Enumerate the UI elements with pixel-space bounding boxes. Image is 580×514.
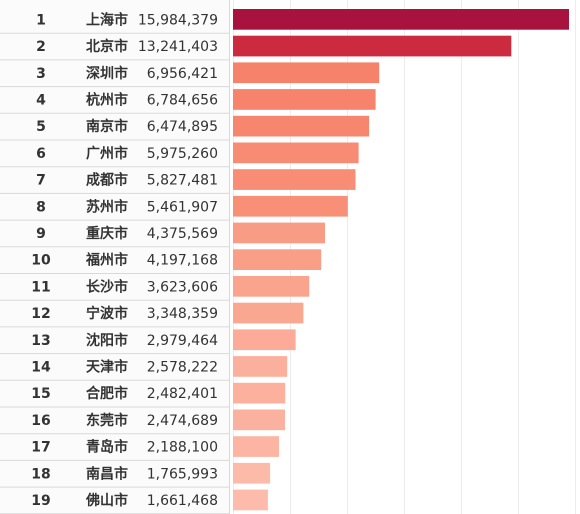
rank-label: 11 [31, 279, 50, 295]
row-labels: 1 上海市 15,984,379 2 北京市 13,241,403 3 深圳市 6,956,42… [31, 11, 218, 509]
bar [233, 195, 348, 217]
bar [233, 436, 279, 457]
city-label: 杭州市 [86, 91, 128, 108]
bar [233, 169, 356, 190]
value-label: 6,956,421 [147, 66, 218, 82]
rank-label: 3 [36, 66, 46, 82]
bar [233, 9, 569, 30]
bar [233, 89, 376, 110]
rank-label: 7 [36, 173, 46, 189]
value-label: 4,197,168 [147, 253, 218, 269]
city-label: 东莞市 [86, 412, 128, 429]
city-label: 青岛市 [86, 439, 128, 456]
city-label: 福州市 [85, 252, 128, 269]
city-label: 天津市 [86, 358, 128, 375]
table-background [0, 0, 229, 514]
bar [233, 489, 268, 511]
value-label: 2,474,689 [147, 413, 218, 429]
rank-label: 16 [31, 413, 50, 429]
rank-label: 6 [36, 146, 46, 162]
rank-label: 12 [31, 306, 50, 322]
city-label: 重庆市 [86, 225, 128, 242]
value-label: 2,578,222 [147, 359, 218, 375]
bar [233, 382, 286, 404]
rank-label: 1 [36, 12, 46, 28]
city-label: 佛山市 [85, 492, 128, 509]
rank-label: 8 [36, 199, 46, 215]
value-label: 3,348,359 [147, 306, 218, 322]
value-label: 5,827,481 [147, 173, 218, 189]
rank-label: 2 [36, 39, 46, 55]
city-label: 上海市 [86, 11, 128, 28]
bar [233, 249, 322, 270]
city-label: 南京市 [86, 118, 128, 135]
rank-label: 13 [31, 333, 50, 349]
city-label: 苏州市 [86, 198, 128, 215]
value-label: 6,784,656 [147, 92, 218, 108]
value-label: 6,474,895 [147, 119, 218, 135]
bar [233, 35, 512, 57]
rank-label: 17 [31, 440, 50, 456]
bar [233, 302, 304, 324]
city-label: 宁波市 [86, 305, 128, 322]
city-label: 深圳市 [86, 65, 128, 82]
bar [233, 356, 288, 377]
bar [233, 62, 380, 84]
city-label: 成都市 [86, 172, 128, 189]
bar [233, 409, 285, 431]
rank-label: 15 [31, 386, 50, 402]
rank-label: 5 [36, 119, 46, 135]
value-label: 1,661,468 [147, 493, 218, 509]
bar [233, 329, 296, 351]
city-label: 沈阳市 [86, 332, 128, 349]
value-label: 3,623,606 [147, 279, 218, 295]
bar [233, 462, 271, 484]
value-label: 4,375,569 [147, 226, 218, 242]
value-label: 2,188,100 [147, 440, 218, 456]
city-label: 合肥市 [86, 385, 128, 402]
value-label: 13,241,403 [138, 39, 218, 55]
rank-label: 10 [31, 253, 51, 269]
value-label: 2,979,464 [147, 333, 218, 349]
rank-label: 4 [36, 92, 46, 108]
bar [233, 276, 310, 297]
value-label: 1,765,993 [147, 466, 218, 482]
rank-label: 19 [31, 493, 50, 509]
rank-label: 14 [31, 359, 51, 375]
value-label: 5,461,907 [147, 199, 218, 215]
rank-label: 9 [36, 226, 46, 242]
rank-label: 18 [31, 466, 50, 482]
bar [233, 142, 359, 164]
city-label: 长沙市 [86, 278, 128, 295]
value-label: 2,482,401 [147, 386, 218, 402]
city-label: 南昌市 [86, 465, 128, 482]
bar [233, 222, 325, 244]
bar [233, 115, 370, 137]
bars [233, 9, 569, 511]
value-label: 15,984,379 [138, 12, 218, 28]
city-label: 广州市 [86, 145, 128, 162]
value-label: 5,975,260 [147, 146, 218, 162]
city-label: 北京市 [86, 38, 128, 55]
